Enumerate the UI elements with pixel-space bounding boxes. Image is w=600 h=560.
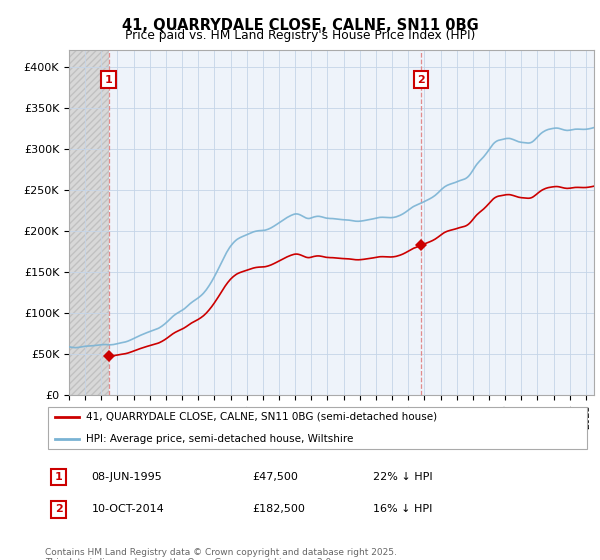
Text: 10-OCT-2014: 10-OCT-2014 — [91, 505, 164, 514]
Text: Contains HM Land Registry data © Crown copyright and database right 2025.
This d: Contains HM Land Registry data © Crown c… — [45, 548, 397, 560]
Text: 2: 2 — [55, 505, 62, 514]
Text: 2: 2 — [417, 74, 425, 85]
Text: HPI: Average price, semi-detached house, Wiltshire: HPI: Average price, semi-detached house,… — [86, 434, 353, 444]
Text: 22% ↓ HPI: 22% ↓ HPI — [373, 472, 432, 482]
Polygon shape — [69, 50, 109, 395]
Text: 41, QUARRYDALE CLOSE, CALNE, SN11 0BG (semi-detached house): 41, QUARRYDALE CLOSE, CALNE, SN11 0BG (s… — [86, 412, 437, 422]
Text: 1: 1 — [105, 74, 113, 85]
Text: 1: 1 — [55, 472, 62, 482]
Polygon shape — [69, 50, 109, 395]
FancyBboxPatch shape — [48, 407, 587, 449]
Text: £182,500: £182,500 — [253, 505, 305, 514]
Text: £47,500: £47,500 — [253, 472, 298, 482]
Text: 41, QUARRYDALE CLOSE, CALNE, SN11 0BG: 41, QUARRYDALE CLOSE, CALNE, SN11 0BG — [122, 18, 478, 33]
Text: 16% ↓ HPI: 16% ↓ HPI — [373, 505, 432, 514]
Text: 08-JUN-1995: 08-JUN-1995 — [91, 472, 162, 482]
Text: Price paid vs. HM Land Registry's House Price Index (HPI): Price paid vs. HM Land Registry's House … — [125, 29, 475, 42]
